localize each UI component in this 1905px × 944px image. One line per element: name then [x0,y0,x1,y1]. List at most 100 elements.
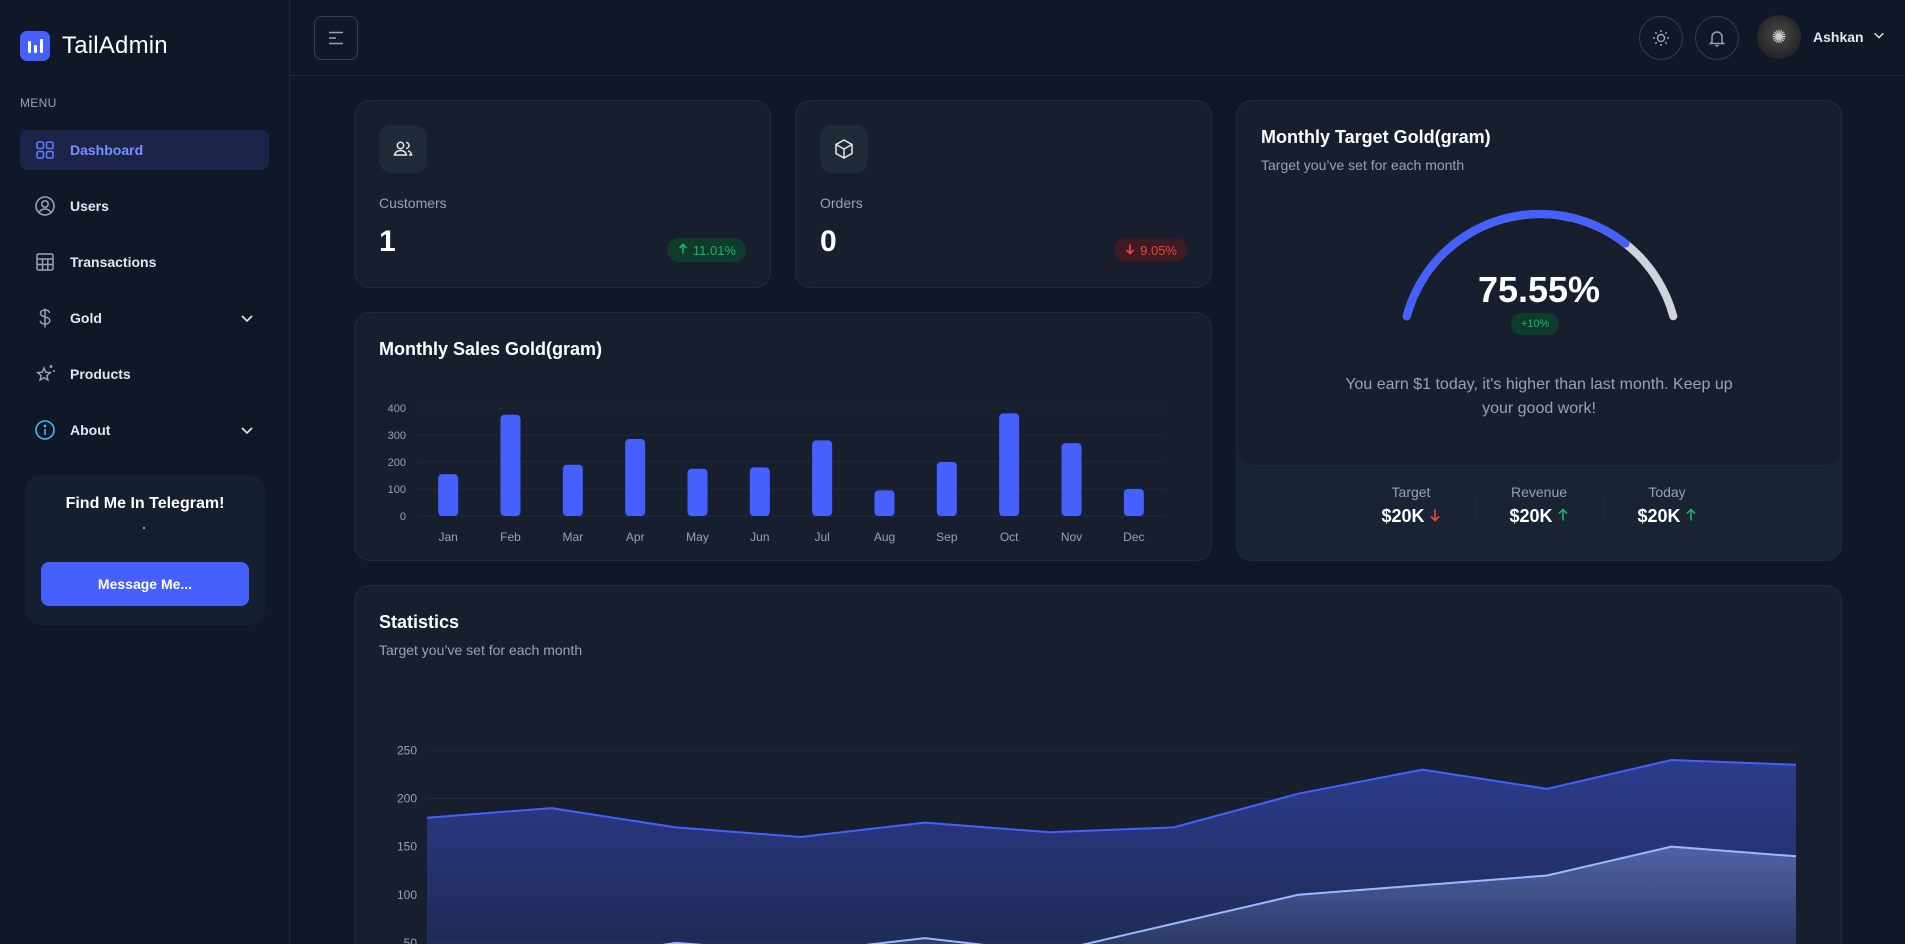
statistics-card: Statistics Target you’ve set for each mo… [354,585,1842,944]
x-tick-label: Jan [438,530,457,544]
area-fill [668,846,1796,944]
card-subtitle: Target you’ve set for each month [379,642,583,658]
sidebar-item-transactions[interactable]: Transactions [20,242,269,282]
dollar-icon [34,307,56,329]
stat-today: Today $20K [1603,484,1731,527]
x-tick-label: Apr [626,530,645,544]
telegram-promo: Find Me In Telegram! Message Me... [25,475,265,625]
bar[interactable] [562,464,583,516]
grid-icon [34,139,56,161]
bell-icon [1708,31,1726,47]
y-tick-label: 50 [404,936,418,944]
gauge-badge: +10% [1511,313,1560,335]
metric-value: 0 [820,225,837,258]
notifications-button[interactable] [1695,16,1739,60]
y-tick-label: 100 [397,888,417,902]
theme-toggle-button[interactable] [1639,16,1683,60]
bar[interactable] [625,439,646,516]
telegram-title: Find Me In Telegram! [65,495,225,512]
user-menu[interactable]: ✺ Ashkan [1757,14,1886,60]
stat-label: Revenue [1510,484,1568,500]
badge-text: 11.01% [692,242,736,258]
avatar: ✺ [1757,15,1801,59]
bar[interactable] [687,468,708,516]
arrow-down-icon [1124,243,1136,258]
series-line[interactable] [426,758,1797,839]
bar[interactable] [936,462,957,516]
x-tick-label: Sep [936,530,958,544]
target-gauge [1402,210,1678,321]
metric-value: 1 [379,225,396,258]
bar[interactable] [438,474,459,516]
metric-label: Orders [820,195,863,211]
stat-value-row: $20K [1603,506,1731,527]
orders-card: Orders 0 9.05% [795,100,1212,288]
status-badge: 9.05% [1114,238,1187,262]
sidebar-item-label: Transactions [70,254,157,270]
gauge-percent: 75.55% [1477,269,1601,310]
bar[interactable] [500,414,521,516]
bar[interactable] [874,490,895,516]
x-tick-label: Oct [1000,530,1019,544]
menu-label: MENU [20,96,57,110]
y-tick-label: 150 [397,840,417,854]
stat-value-row: $20K [1475,506,1603,527]
sidebar-item-about[interactable]: About [20,410,269,450]
arrow-up-icon [677,242,689,258]
user-name: Ashkan [1813,29,1864,45]
sidebar-item-label: Products [70,366,131,382]
chevron-down-icon[interactable] [239,310,255,331]
sidebar-item-label: About [70,422,111,438]
bar[interactable] [749,467,770,516]
menu-toggle-button[interactable] [314,16,358,60]
y-tick-label: 300 [388,430,406,442]
x-tick-label: Nov [1061,530,1082,544]
bar[interactable] [1061,443,1082,516]
x-tick-label: Feb [500,530,521,544]
sidebar-item-gold[interactable]: Gold [20,298,269,338]
bar[interactable] [1123,489,1144,516]
y-tick-label: 400 [388,403,406,415]
bar[interactable] [812,440,833,516]
y-tick-label: 200 [388,457,406,469]
series-line[interactable] [427,845,1797,944]
x-tick-label: Dec [1123,530,1144,544]
sidebar: TailAdmin MENU Dashboard Users Transacti… [0,0,290,944]
arrow-down-icon [1429,506,1441,527]
hamburger-icon [329,31,343,45]
y-tick-label: 0 [400,511,406,523]
telegram-dot [143,527,145,529]
y-tick-label: 250 [397,743,417,757]
sidebar-item-products[interactable]: Products [20,354,269,394]
target-message: You earn $1 today, it's higher than last… [1345,376,1733,417]
gauge-progress [1402,210,1630,321]
arrow-up-icon [1557,506,1569,527]
card-title: Monthly Target Gold(gram) [1261,127,1491,147]
sidebar-item-users[interactable]: Users [20,186,269,226]
sun-icon [1653,30,1669,46]
x-tick-label: May [686,530,709,544]
bar[interactable] [999,413,1020,516]
monthly-sales-card: Monthly Sales Gold(gram) 0 100 200 300 400 Ja… [354,312,1212,561]
brand-logo-icon [20,31,50,61]
statistics-chart: 50 100 150 200 250 [397,743,1797,944]
metric-label: Customers [379,195,447,211]
stat-revenue: Revenue $20K [1475,484,1603,527]
stat-label: Target [1391,484,1431,500]
x-tick-label: Mar [562,530,583,544]
monthly-sales-chart: 0 100 200 300 400 Jan Feb Mar Apr May Jun Jul Aug Sep… [388,403,1165,544]
users-icon [379,125,427,173]
sidebar-item-dashboard[interactable]: Dashboard [20,130,269,170]
message-me-button[interactable]: Message Me... [41,562,249,606]
chevron-down-icon [1872,28,1886,47]
arrow-up-icon [1685,506,1697,527]
table-icon [34,251,56,273]
card-subtitle: Target you’ve set for each month [1261,157,1465,173]
user-circle-icon [34,195,56,217]
sidebar-nav: Dashboard Users Transactions Gold [20,130,269,466]
x-tick-label: Jul [814,530,829,544]
sidebar-item-label: Gold [70,310,102,326]
chevron-down-icon[interactable] [239,422,255,443]
brand[interactable]: TailAdmin [20,31,168,61]
stat-value: $20K [1637,506,1681,526]
